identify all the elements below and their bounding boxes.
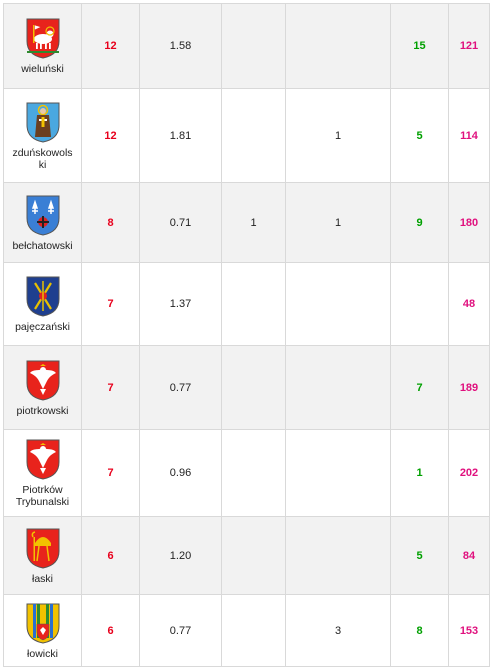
cell-e: 15 (390, 3, 449, 89)
cell-a: 12 (81, 88, 140, 183)
cell-a: 6 (81, 516, 140, 595)
district-cell: bełchatowski (3, 182, 82, 263)
cell-e: 7 (390, 345, 449, 430)
cell-e: 8 (390, 594, 449, 667)
cell-f: 180 (448, 182, 490, 263)
saint-crest-icon (26, 102, 59, 143)
cell-c (221, 345, 286, 430)
cell-f: 153 (448, 594, 490, 667)
cell-b: 0.77 (139, 594, 222, 667)
cell-c (221, 262, 286, 346)
cell-c (221, 88, 286, 183)
table-row: bełchatowski 8 0.71 1 1 9 180 (3, 182, 490, 263)
cell-f: 84 (448, 516, 490, 595)
table-row: zduńskowols ki 12 1.81 1 5 114 (3, 88, 490, 183)
cell-b: 1.20 (139, 516, 222, 595)
cell-b: 1.81 (139, 88, 222, 183)
bishop-crest-icon (26, 528, 59, 569)
table-row: wieluński 12 1.58 15 121 (3, 3, 490, 89)
cell-d (285, 345, 391, 430)
cell-b: 0.77 (139, 345, 222, 430)
cell-a: 7 (81, 345, 140, 430)
cell-f: 202 (448, 429, 490, 517)
cell-a: 6 (81, 594, 140, 667)
cell-b: 0.71 (139, 182, 222, 263)
cell-a: 7 (81, 429, 140, 517)
district-cell: piotrkowski (3, 345, 82, 430)
district-name: Piotrków Trybunalski (15, 484, 70, 508)
cell-b: 1.37 (139, 262, 222, 346)
cell-a: 8 (81, 182, 140, 263)
cell-b: 1.58 (139, 3, 222, 89)
lamb-crest-icon (26, 18, 59, 59)
cell-c (221, 516, 286, 595)
district-cell: łaski (3, 516, 82, 595)
eagle-crest-icon (26, 439, 59, 480)
district-name: łaski (31, 572, 53, 585)
district-cell: Piotrków Trybunalski (3, 429, 82, 517)
cell-d: 1 (285, 88, 391, 183)
eagle-crest-icon (26, 360, 59, 401)
cell-d: 1 (285, 182, 391, 263)
district-name: pajęczański (15, 321, 70, 333)
cell-f: 121 (448, 3, 490, 89)
cell-d (285, 516, 391, 595)
district-cell: pajęczański (3, 262, 82, 346)
cell-f: 189 (448, 345, 490, 430)
cell-a: 12 (81, 3, 140, 89)
cell-d (285, 262, 391, 346)
cell-c (221, 429, 286, 517)
district-cell: zduńskowols ki (3, 88, 82, 183)
table-row: pajęczański 7 1.37 48 (3, 262, 490, 346)
cell-d (285, 429, 391, 517)
table-row: piotrkowski 7 0.77 7 189 (3, 345, 490, 430)
cell-e: 5 (390, 88, 449, 183)
district-name: łowicki (27, 647, 58, 660)
cell-d (285, 3, 391, 89)
cell-c (221, 3, 286, 89)
table-row: łaski 6 1.20 5 84 (3, 516, 490, 595)
table-row: łowicki 6 0.77 3 8 153 (3, 594, 490, 667)
district-name: wieluński (21, 63, 64, 75)
cell-e: 9 (390, 182, 449, 263)
stripes-crest-icon (26, 603, 59, 644)
lilies-crest-icon (26, 195, 59, 236)
district-name: zduńskowols ki (12, 146, 73, 171)
cell-a: 7 (81, 262, 140, 346)
cell-f: 48 (448, 262, 490, 346)
table-row: Piotrków Trybunalski 7 0.96 1 202 (3, 429, 490, 517)
cell-e: 1 (390, 429, 449, 517)
cell-c (221, 594, 286, 667)
cell-e: 5 (390, 516, 449, 595)
cell-c: 1 (221, 182, 286, 263)
district-table: wieluński 12 1.58 15 121 zduńskowols ki (3, 3, 490, 667)
cell-b: 0.96 (139, 429, 222, 517)
cross-crest-icon (26, 276, 59, 317)
district-name: bełchatowski (12, 239, 73, 252)
district-cell: łowicki (3, 594, 82, 667)
district-cell: wieluński (3, 3, 82, 89)
district-name: piotrkowski (16, 404, 69, 417)
cell-f: 114 (448, 88, 490, 183)
cell-d: 3 (285, 594, 391, 667)
cell-e (390, 262, 449, 346)
